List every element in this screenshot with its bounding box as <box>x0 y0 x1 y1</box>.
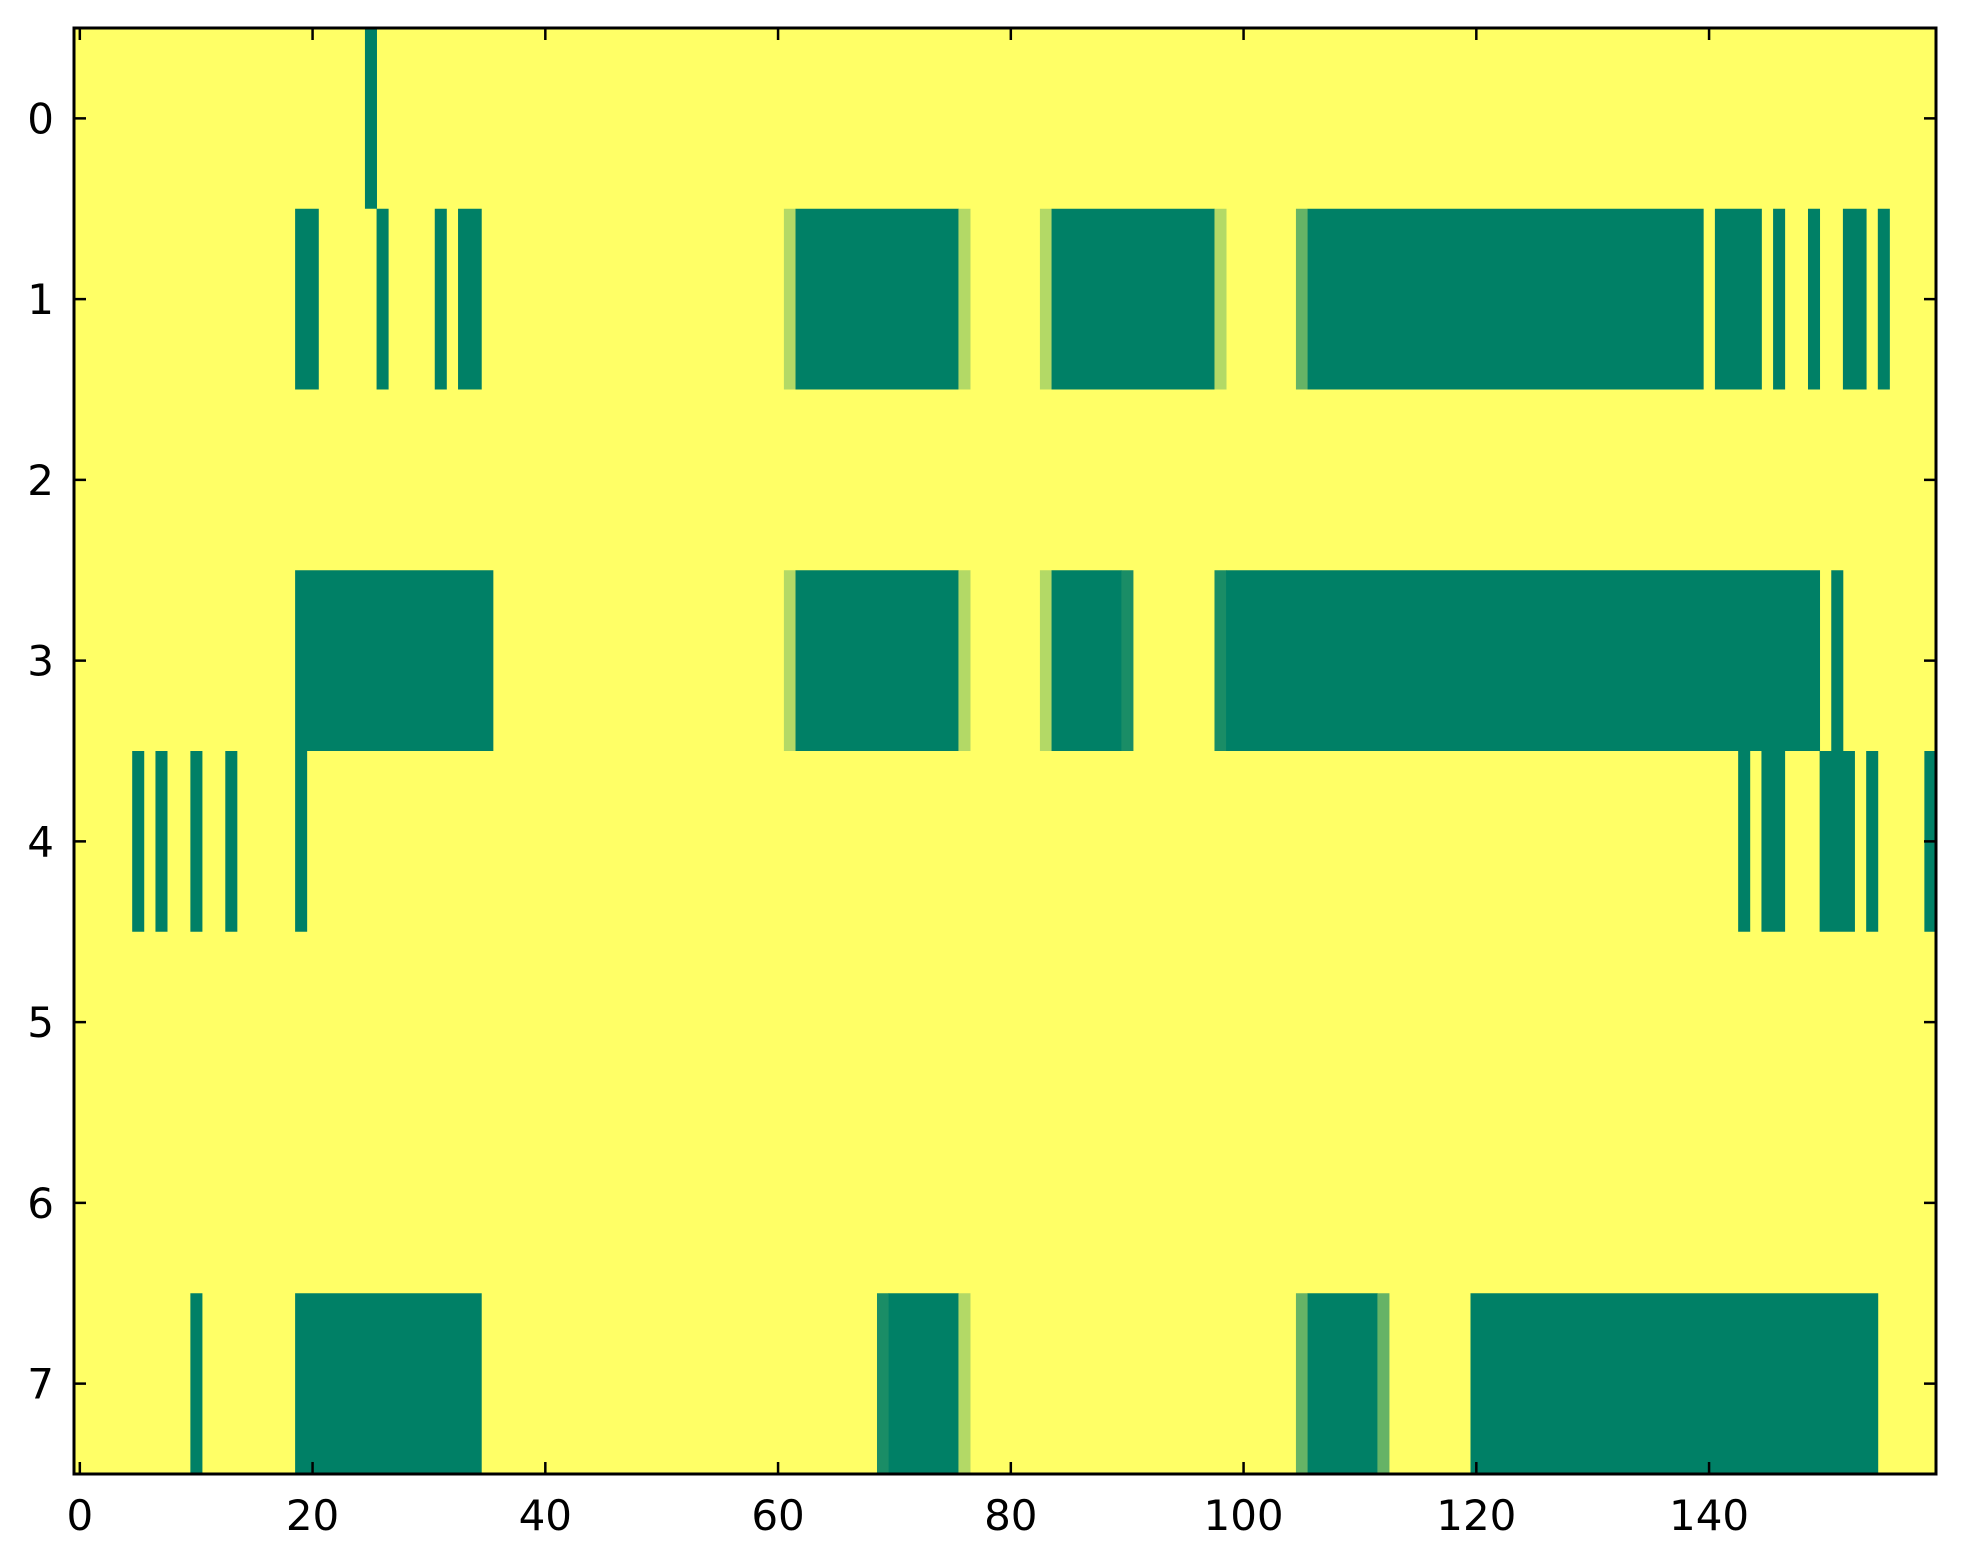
heatmap-segment <box>1214 570 1227 751</box>
heatmap-segment <box>1761 751 1786 932</box>
heatmap-segment <box>1307 1293 1378 1474</box>
x-tick-label: 100 <box>1203 1491 1283 1540</box>
heatmap-segment <box>783 208 796 390</box>
heatmap-segment <box>376 208 389 390</box>
y-tick-label: 2 <box>27 456 54 505</box>
heatmap-cells <box>132 28 1937 1474</box>
x-tick-label: 60 <box>751 1491 804 1540</box>
heatmap-segment <box>1877 208 1890 390</box>
heatmap-segment <box>795 208 959 390</box>
heatmap-segment <box>295 1293 482 1474</box>
x-tick-label: 40 <box>519 1491 572 1540</box>
x-tick-label: 80 <box>984 1491 1037 1540</box>
heatmap-segment <box>958 570 971 751</box>
y-tick-label: 5 <box>27 998 54 1047</box>
heatmap-segment <box>155 751 168 932</box>
heatmap-segment <box>1831 570 1844 751</box>
heatmap-segment <box>1773 208 1786 390</box>
heatmap-segment <box>1842 208 1867 390</box>
heatmap-segment <box>295 208 319 390</box>
heatmap-segment <box>1121 570 1134 751</box>
heatmap-segment <box>1714 208 1762 390</box>
heatmap-segment <box>1051 570 1122 751</box>
heatmap-segment <box>458 208 482 390</box>
heatmap-segment <box>1866 751 1879 932</box>
heatmap-segment <box>876 1293 890 1474</box>
heatmap-segment <box>783 570 796 751</box>
x-tick-label: 0 <box>66 1491 93 1540</box>
heatmap-segment <box>132 751 145 932</box>
plot-frame <box>72 26 1938 1476</box>
y-tick-label: 1 <box>27 275 54 324</box>
heatmap-segment <box>225 751 238 932</box>
x-tick-label: 120 <box>1436 1491 1516 1540</box>
heatmap-segment <box>295 751 308 932</box>
y-tick-label: 4 <box>27 817 54 866</box>
x-axis: 0 20 40 60 80 100 120 140 <box>66 28 1749 1540</box>
heatmap-segment <box>1295 208 1308 390</box>
heatmap-segment <box>1039 570 1052 751</box>
heatmap-segment <box>1226 570 1821 751</box>
heatmap-segment <box>1051 208 1215 390</box>
heatmap-segment <box>1377 1293 1390 1474</box>
heatmap-segment <box>1738 751 1751 932</box>
heatmap-segment <box>1039 208 1052 390</box>
x-tick-label: 140 <box>1669 1491 1749 1540</box>
heatmap-segment <box>190 1293 203 1474</box>
y-tick-label: 7 <box>27 1360 54 1409</box>
heatmap-segment <box>434 208 447 390</box>
heatmap-segment <box>795 570 959 751</box>
heatmap-segment <box>295 570 494 751</box>
y-tick-label: 6 <box>27 1179 54 1228</box>
heatmap-segment <box>1214 208 1227 390</box>
heatmap-segment <box>958 1293 971 1474</box>
heatmap-segment <box>1807 208 1821 390</box>
y-tick-label: 0 <box>27 94 54 143</box>
heatmap-segment <box>1307 208 1704 390</box>
heatmap-segment <box>1819 751 1855 932</box>
y-tick-label: 3 <box>27 637 54 686</box>
y-axis: 0 1 2 3 4 5 6 7 <box>27 94 1936 1409</box>
heatmap-segment <box>888 1293 959 1474</box>
heatmap-segment <box>1295 1293 1308 1474</box>
heatmap-segment <box>190 751 203 932</box>
heatmap-segment <box>1470 1293 1879 1474</box>
heatmap-segment <box>958 208 971 390</box>
heatmap-segment <box>364 28 377 209</box>
x-tick-label: 20 <box>286 1491 339 1540</box>
